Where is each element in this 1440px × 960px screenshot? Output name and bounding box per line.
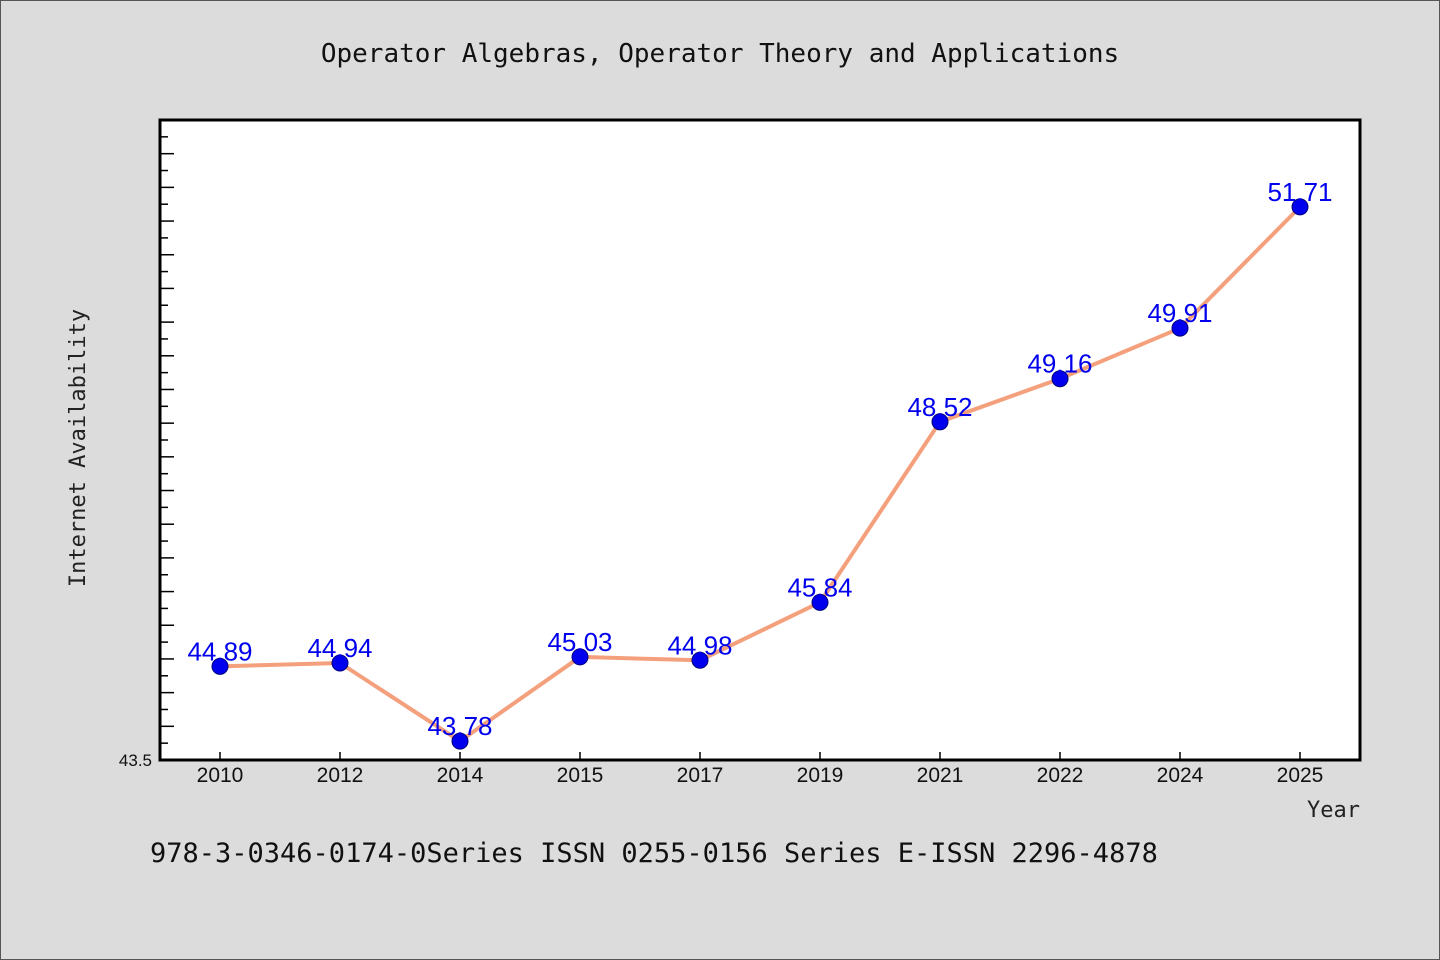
data-label: 43.78 bbox=[427, 711, 492, 741]
data-point-marker bbox=[1291, 198, 1309, 216]
data-label: 44.89 bbox=[187, 636, 252, 666]
data-point-marker bbox=[1171, 319, 1189, 337]
data-label: 49.91 bbox=[1147, 298, 1212, 328]
footer-isbn-text: 978-3-0346-0174-0Series ISSN 0255-0156 S… bbox=[150, 838, 1158, 869]
x-tick-label: 2021 bbox=[917, 764, 964, 787]
chart-title: Operator Algebras, Operator Theory and A… bbox=[321, 39, 1119, 69]
data-point-marker bbox=[331, 654, 349, 672]
series-line bbox=[218, 204, 1302, 744]
x-axis-tick-labels: 2010 2012 2014 2015 2017 2019 2021 2022 2024 2025 bbox=[197, 764, 1324, 787]
y-axis-label: Internet Availability bbox=[66, 309, 91, 587]
x-axis-label: Year bbox=[1307, 798, 1360, 823]
x-tick-label: 2015 bbox=[557, 764, 604, 787]
data-point-marker bbox=[691, 651, 709, 669]
y-axis-min-label: 43.5 bbox=[119, 751, 152, 770]
data-point-marker bbox=[811, 593, 829, 611]
x-tick-label: 2022 bbox=[1037, 764, 1084, 787]
plot-area bbox=[158, 118, 1362, 762]
series-markers bbox=[211, 198, 1309, 750]
x-tick-label: 2014 bbox=[437, 764, 484, 787]
data-point-marker bbox=[211, 657, 229, 675]
x-tick-label: 2010 bbox=[197, 764, 244, 787]
data-label: 45.84 bbox=[787, 572, 852, 602]
y-axis-ticks bbox=[160, 119, 174, 761]
data-label: 45.03 bbox=[547, 627, 612, 657]
data-label: 44.98 bbox=[667, 630, 732, 660]
data-point-marker bbox=[1051, 370, 1069, 388]
data-label: 44.94 bbox=[307, 633, 372, 663]
x-axis-ticks bbox=[219, 752, 1301, 760]
data-point-marker bbox=[451, 732, 469, 750]
x-tick-label: 2019 bbox=[797, 764, 844, 787]
x-tick-label: 2012 bbox=[317, 764, 364, 787]
data-label: 51.71 bbox=[1267, 177, 1332, 207]
data-point-marker bbox=[931, 413, 949, 431]
x-tick-label: 2024 bbox=[1157, 764, 1204, 787]
data-label: 49.16 bbox=[1027, 349, 1092, 379]
data-point-marker bbox=[571, 648, 589, 666]
x-tick-label: 2017 bbox=[677, 764, 724, 787]
data-label: 48.52 bbox=[907, 392, 972, 422]
x-tick-label: 2025 bbox=[1277, 764, 1324, 787]
data-labels: 44.89 44.94 43.78 45.03 44.98 45.84 48.52 49.16… bbox=[187, 177, 1332, 741]
